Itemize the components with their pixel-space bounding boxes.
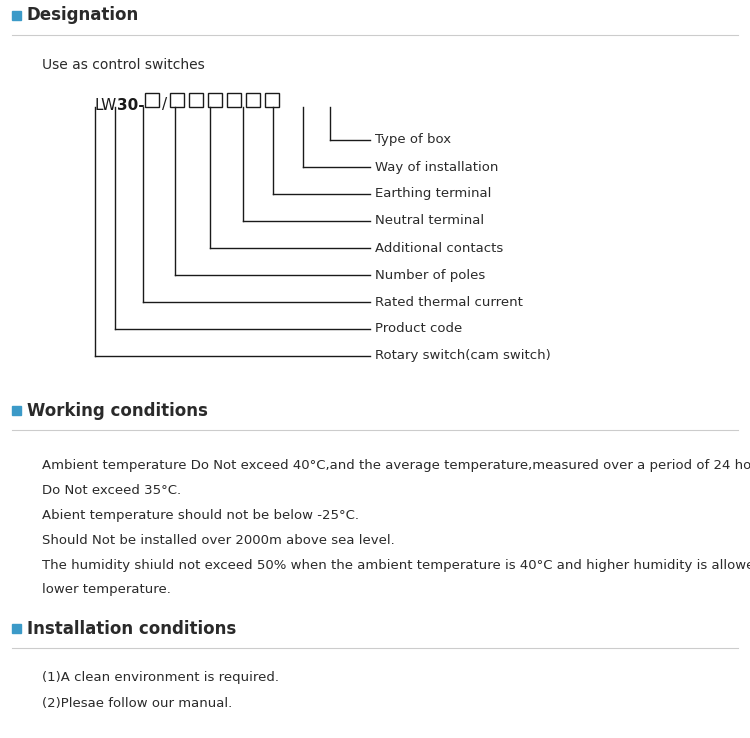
Bar xyxy=(265,93,279,107)
Text: (1)A clean environment is required.: (1)A clean environment is required. xyxy=(42,672,279,685)
Bar xyxy=(246,93,260,107)
Text: Additional contacts: Additional contacts xyxy=(375,241,503,255)
Bar xyxy=(12,406,21,415)
Bar xyxy=(208,93,222,107)
Bar xyxy=(145,93,159,107)
Text: Installation conditions: Installation conditions xyxy=(27,619,236,638)
Bar xyxy=(12,11,21,20)
Bar xyxy=(170,93,184,107)
Text: Neutral terminal: Neutral terminal xyxy=(375,215,484,227)
Text: Should Not be installed over 2000m above sea level.: Should Not be installed over 2000m above… xyxy=(42,534,394,547)
Text: Earthing terminal: Earthing terminal xyxy=(375,187,491,201)
Text: Abient temperature should not be below -25°C.: Abient temperature should not be below -… xyxy=(42,508,359,522)
Bar xyxy=(12,624,21,633)
Text: Do Not exceed 35°C.: Do Not exceed 35°C. xyxy=(42,483,182,497)
Text: lower temperature.: lower temperature. xyxy=(42,584,171,596)
Text: Product code: Product code xyxy=(375,323,462,336)
Text: Rotary switch(cam switch): Rotary switch(cam switch) xyxy=(375,350,550,362)
Bar xyxy=(227,93,241,107)
Text: Type of box: Type of box xyxy=(375,134,452,147)
Text: The humidity shiuld not exceed 50% when the ambient temperature is 40°C and high: The humidity shiuld not exceed 50% when … xyxy=(42,559,750,571)
Bar xyxy=(189,93,203,107)
Text: Number of poles: Number of poles xyxy=(375,269,485,281)
Text: Use as control switches: Use as control switches xyxy=(42,58,205,72)
Text: Way of installation: Way of installation xyxy=(375,160,498,173)
Text: 30-: 30- xyxy=(117,97,145,112)
Text: Rated thermal current: Rated thermal current xyxy=(375,295,523,308)
Text: LW: LW xyxy=(95,97,117,112)
Text: Designation: Designation xyxy=(27,7,140,24)
Text: /: / xyxy=(162,97,167,112)
Text: Ambient temperature Do Not exceed 40°C,and the average temperature,measured over: Ambient temperature Do Not exceed 40°C,a… xyxy=(42,458,750,472)
Text: (2)Plesae follow our manual.: (2)Plesae follow our manual. xyxy=(42,697,232,709)
Text: Working conditions: Working conditions xyxy=(27,401,208,419)
